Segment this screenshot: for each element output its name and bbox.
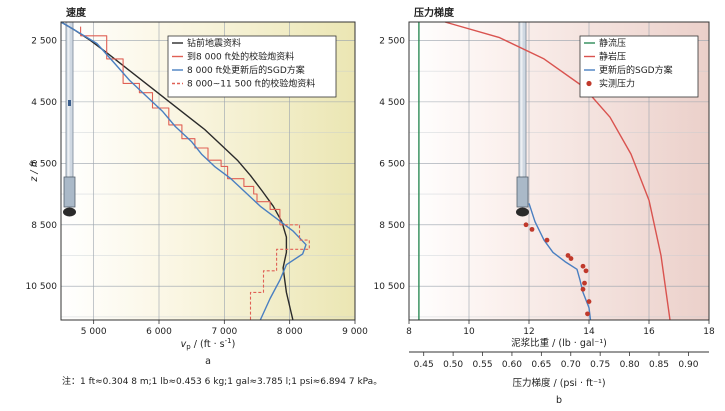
x2-tick-label: 0.60 [502, 360, 522, 370]
legend-b-box [579, 35, 699, 98]
y-tick-label: 8 500 [379, 221, 405, 231]
legend-label: 8 000 ft处更新后的SGD方案 [187, 64, 305, 76]
legend-label: 钻前地震资料 [187, 37, 241, 49]
drill-bit [63, 207, 76, 217]
panel-a-label: a [205, 356, 211, 367]
panel-b-x-ticks: 8 10 12 14 16 18 [406, 320, 715, 337]
y-tick-label: 10 500 [374, 282, 406, 292]
x2-tick-label: 0.70 [561, 360, 581, 370]
y-tick-label: 2 500 [379, 36, 405, 46]
legend-label: 静岩压 [599, 51, 626, 63]
x2-tick-label: 0.80 [620, 360, 640, 370]
x-tick-label: 10 [463, 327, 475, 337]
pipe-highlight [67, 22, 70, 177]
x-tick-label: 8 000 [277, 327, 303, 337]
panel-a-x-ticks: 5 000 6 000 7 000 8 000 9 000 [81, 320, 368, 337]
x-tick-label: 6 000 [146, 327, 172, 337]
footnote: 注：1 ft≈0.304 8 m;1 lb≈0.453 6 kg;1 gal≈3… [62, 375, 382, 387]
measured-pressure-point [565, 253, 571, 258]
legend-a-box [167, 35, 337, 98]
series-line-a-3 [249, 224, 310, 320]
panel-a-y-ticks: 2 500 4 500 6 500 8 500 10 500 [26, 36, 58, 292]
panel-b-y-ticks: 2 500 4 500 6 500 8 500 10 500 [374, 36, 406, 292]
well-tool-body [63, 176, 76, 208]
x2-tick-label: 0.45 [414, 360, 434, 370]
x2-tick-label: 0.85 [649, 360, 669, 370]
legend-label: 静流压 [599, 37, 626, 49]
panel-b-x2-label: 压力梯度 / (psi · ft⁻¹) [512, 377, 605, 389]
panel-a-x-label: vp / (ft · s-1) [181, 337, 236, 351]
x-tick-label: 9 000 [342, 327, 368, 337]
measured-pressure-point [529, 226, 535, 232]
x-tick-label: 18 [703, 327, 715, 337]
x-tick-label: 14 [583, 327, 595, 337]
y-tick-label: 6 500 [31, 159, 57, 169]
measured-pressure-point [580, 286, 586, 292]
x2-tick-label: 0.90 [678, 360, 698, 370]
series-line-b-2 [528, 203, 592, 321]
measured-pressure-point [523, 222, 529, 228]
legend-label: 到8 000 ft处的校验炮资料 [187, 51, 294, 63]
legend-label: 更新后的SGD方案 [599, 64, 673, 76]
x-tick-label: 12 [523, 327, 534, 337]
x2-tick-label: 0.75 [590, 360, 610, 370]
x-label-sub: p [186, 343, 191, 351]
y-tick-label: 4 500 [379, 98, 405, 108]
panel-b-x-label: 泥浆比重 / (lb · gal⁻¹) [511, 337, 607, 349]
legend-label: 8 000~11 500 ft的校验炮资料 [187, 78, 315, 90]
panel-b-frame [408, 21, 710, 321]
legend-label: 实测压力 [599, 78, 635, 90]
panel-a-y-label: z / ft [29, 159, 40, 183]
x2-tick-label: 0.65 [531, 360, 551, 370]
x-label-sup: -1 [225, 337, 232, 345]
x-tick-label: 7 000 [211, 327, 237, 337]
x-label-unit: / (ft · s [191, 339, 225, 350]
panel-a-series [60, 21, 310, 321]
measured-pressure-point [544, 237, 550, 243]
series-line-b-1 [444, 21, 671, 321]
y-tick-label: 8 500 [31, 221, 57, 231]
measured-pressure-point [580, 263, 586, 269]
panel-a-grid [61, 22, 355, 320]
panel-b-series [418, 21, 671, 321]
y-tick-label: 6 500 [379, 159, 405, 169]
x-tick-label: 16 [643, 327, 655, 337]
measured-pressure-point [585, 311, 590, 317]
panel-b-x2-ticks: 0.45 0.50 0.55 0.60 0.65 0.70 0.75 0.80 0.85 0.90 [414, 352, 699, 370]
y-tick-label: 2 500 [31, 36, 57, 46]
legend-marker [586, 80, 592, 87]
panel-b-title: 压力梯度 [414, 6, 455, 19]
drill-bit-b [516, 207, 529, 217]
pipe-highlight-b [520, 22, 523, 177]
pipe-collar [68, 100, 71, 106]
panel-a-frame [60, 21, 356, 321]
measured-pressure-point [582, 280, 587, 286]
measured-pressure-point [586, 299, 592, 304]
x-label-close: ) [232, 339, 236, 350]
x-tick-label: 5 000 [81, 327, 107, 337]
series-line-a-2 [60, 21, 307, 321]
panel-a-title: 速度 [66, 6, 87, 19]
measured-pressure-point [583, 268, 589, 274]
series-line-a-1 [80, 26, 281, 225]
panel-b-pressure: 8 10 12 14 16 18 2 500 4 500 6 500 8 500 10 500 压… [374, 6, 715, 406]
y-tick-label: 10 500 [26, 282, 58, 292]
x-label-var: v [181, 339, 187, 350]
well-tool-body-b [516, 176, 529, 208]
measured-pressure-point [568, 256, 574, 261]
x-tick-label: 8 [406, 327, 412, 337]
x2-tick-label: 0.50 [443, 360, 463, 370]
x2-tick-label: 0.55 [473, 360, 493, 370]
y-tick-label: 4 500 [31, 98, 57, 108]
panel-a-velocity: 5 000 6 000 7 000 8 000 9 000 2 500 4 500 6 50… [26, 6, 369, 367]
panel-b-label: b [556, 395, 562, 406]
